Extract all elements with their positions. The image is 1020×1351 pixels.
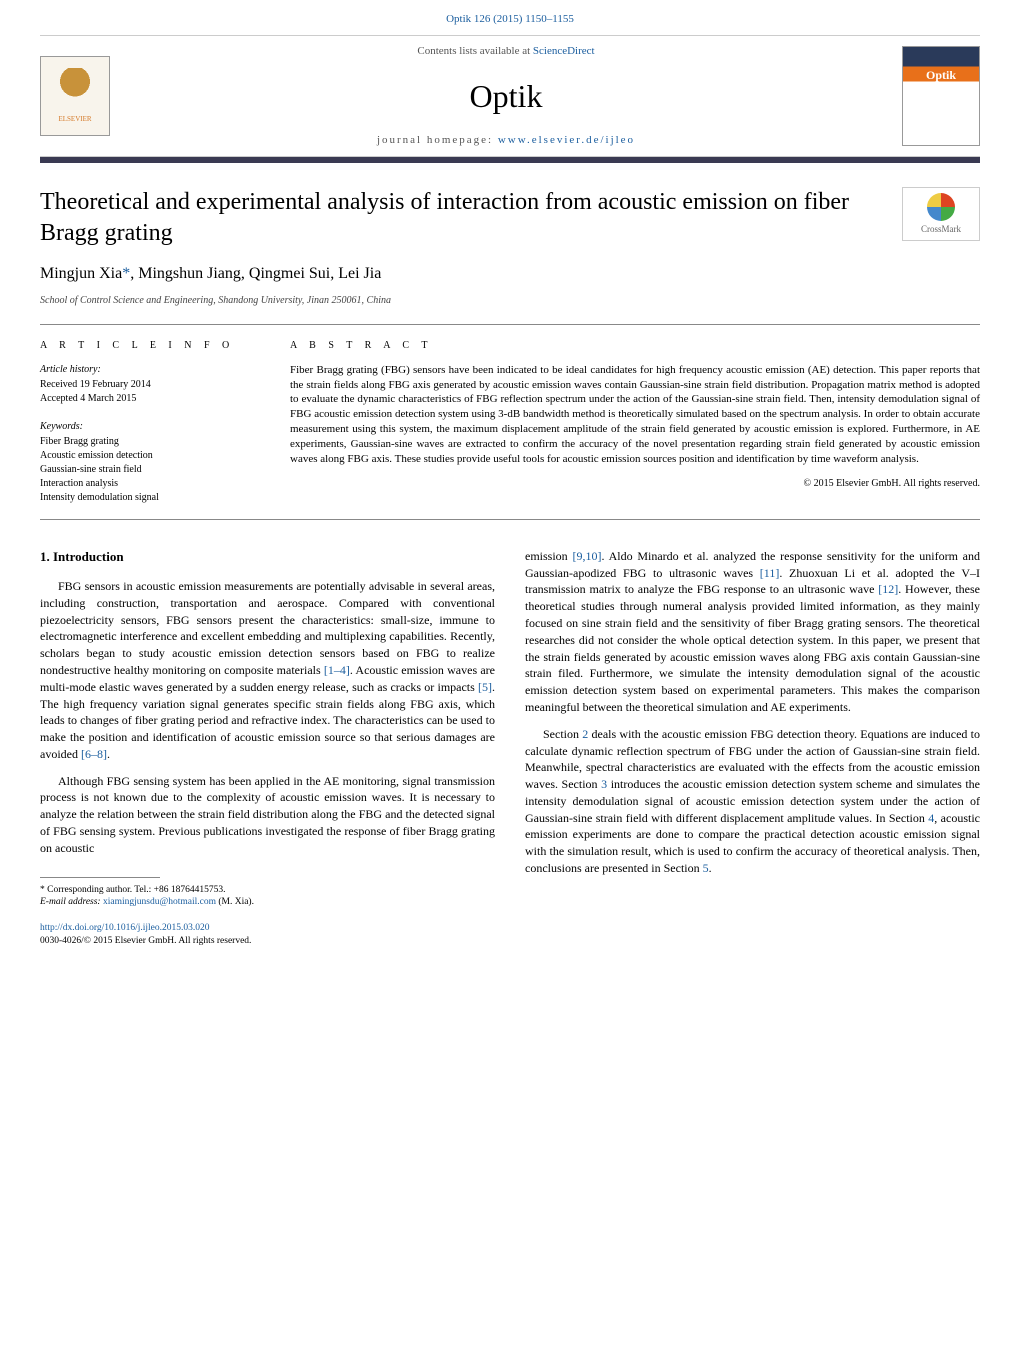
abstract-heading: a b s t r a c t <box>290 339 980 353</box>
paragraph: Although FBG sensing system has been app… <box>40 773 495 857</box>
ref-link[interactable]: [5] <box>478 680 492 694</box>
accepted-date: Accepted 4 March 2015 <box>40 392 260 406</box>
ref-link[interactable]: [6–8] <box>81 747 107 761</box>
abstract-copyright: © 2015 Elsevier GmbH. All rights reserve… <box>290 477 980 491</box>
journal-header: ELSEVIER Contents lists available at Sci… <box>40 35 980 157</box>
article-meta-row: a r t i c l e i n f o Article history: R… <box>40 325 980 519</box>
authors-rest: , Mingshun Jiang, Qingmei Sui, Lei Jia <box>130 265 381 282</box>
keywords-head: Keywords: <box>40 420 260 434</box>
issn-copyright: 0030-4026/© 2015 Elsevier GmbH. All righ… <box>40 936 251 946</box>
meta-bottom-rule <box>40 519 980 520</box>
received-date: Received 19 February 2014 <box>40 378 260 392</box>
crossmark-badge[interactable]: CrossMark <box>902 187 980 241</box>
paragraph: FBG sensors in acoustic emission measure… <box>40 578 495 763</box>
citation-header: Optik 126 (2015) 1150–1155 <box>0 0 1020 35</box>
crossmark-icon <box>927 193 955 221</box>
keyword: Fiber Bragg grating <box>40 435 260 449</box>
email-label: E-mail address: <box>40 897 103 907</box>
affiliation: School of Control Science and Engineerin… <box>40 294 980 308</box>
authors-line: Mingjun Xia*, Mingshun Jiang, Qingmei Su… <box>40 263 980 285</box>
sciencedirect-link[interactable]: ScienceDirect <box>533 45 595 57</box>
footnote-rule <box>40 877 160 878</box>
ref-link[interactable]: [1–4] <box>324 663 350 677</box>
journal-name: Optik <box>110 74 902 119</box>
journal-cover-thumbnail[interactable] <box>902 46 980 146</box>
elsevier-tree-icon <box>55 68 95 113</box>
keyword: Gaussian-sine strain field <box>40 463 260 477</box>
paragraph: Section 2 deals with the acoustic emissi… <box>525 726 980 877</box>
ref-link[interactable]: [9,10] <box>572 549 601 563</box>
keyword: Acoustic emission detection <box>40 449 260 463</box>
section-1-heading: 1. Introduction <box>40 548 495 566</box>
ref-link[interactable]: [12] <box>878 582 898 596</box>
article-info-heading: a r t i c l e i n f o <box>40 339 260 353</box>
crossmark-label: CrossMark <box>921 223 961 236</box>
body-columns: 1. Introduction FBG sensors in acoustic … <box>40 548 980 909</box>
contents-available-line: Contents lists available at ScienceDirec… <box>110 44 902 59</box>
article-info-block: a r t i c l e i n f o Article history: R… <box>40 339 260 505</box>
history-head: Article history: <box>40 363 260 377</box>
homepage-line: journal homepage: www.elsevier.de/ijleo <box>110 133 902 148</box>
elsevier-logo[interactable]: ELSEVIER <box>40 56 110 136</box>
citation-link[interactable]: Optik 126 (2015) 1150–1155 <box>446 13 574 25</box>
corr-email-link[interactable]: xiamingjunsdu@hotmail.com <box>103 897 216 907</box>
keyword: Interaction analysis <box>40 477 260 491</box>
keyword: Intensity demodulation signal <box>40 491 260 505</box>
journal-homepage-link[interactable]: www.elsevier.de/ijleo <box>498 134 635 146</box>
doi-link[interactable]: http://dx.doi.org/10.1016/j.ijleo.2015.0… <box>40 923 210 933</box>
corresponding-footnote: * Corresponding author. Tel.: +86 187644… <box>40 884 495 909</box>
author-1: Mingjun Xia <box>40 265 122 282</box>
header-center: Contents lists available at ScienceDirec… <box>110 44 902 148</box>
article-title: Theoretical and experimental analysis of… <box>40 187 882 249</box>
paragraph: emission [9,10]. Aldo Minardo et al. ana… <box>525 548 980 716</box>
corr-author-note: * Corresponding author. Tel.: +86 187644… <box>40 884 495 896</box>
abstract-block: a b s t r a c t Fiber Bragg grating (FBG… <box>290 339 980 505</box>
abstract-text: Fiber Bragg grating (FBG) sensors have b… <box>290 363 980 467</box>
column-right: emission [9,10]. Aldo Minardo et al. ana… <box>525 548 980 909</box>
publisher-name: ELSEVIER <box>58 115 91 125</box>
column-left: 1. Introduction FBG sensors in acoustic … <box>40 548 495 909</box>
ref-link[interactable]: [11] <box>760 566 780 580</box>
doi-block: http://dx.doi.org/10.1016/j.ijleo.2015.0… <box>40 922 980 947</box>
header-rule <box>40 157 980 163</box>
